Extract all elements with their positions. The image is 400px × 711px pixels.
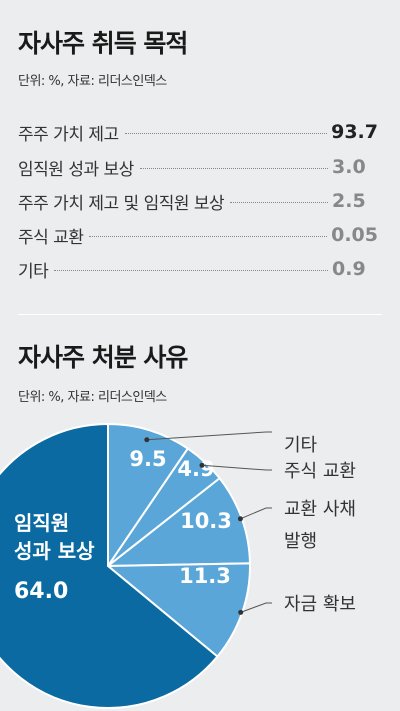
section-divider [18, 314, 382, 315]
leader-dot [144, 437, 150, 443]
slice-value-label: 9.5 [129, 447, 166, 471]
row-label: 임직원 성과 보상 [18, 159, 134, 180]
slice-value-label: 64.0 [14, 579, 68, 604]
acquisition-title: 자사주 취득 목적 [18, 29, 188, 58]
row-value: 2.5 [332, 190, 366, 212]
leader-dot [199, 462, 205, 468]
acquisition-row: 주주 가치 제고 93.7 [18, 120, 378, 145]
leader-dot [237, 516, 243, 522]
slice-value-label: 4.9 [177, 457, 214, 481]
slice-value-label: 11.3 [179, 564, 231, 588]
acquisition-unit-source: 단위: %, 자료: 리더스인덱스 [18, 74, 167, 89]
slice-value-label: 10.3 [180, 509, 232, 533]
pie-slice [0, 422, 219, 709]
acquisition-row: 주식 교환 0.05 [18, 223, 378, 248]
leader-line [201, 464, 272, 471]
slice-category-label: 자금 확보 [284, 594, 356, 615]
pie-slice [107, 422, 190, 570]
disposal-unit-source: 단위: %, 자료: 리더스인덱스 [18, 390, 167, 405]
leader-dots [54, 270, 328, 271]
leader-line [240, 602, 272, 613]
slice-category-label: 발행 [284, 531, 317, 552]
row-value: 3.0 [332, 156, 366, 178]
row-label: 주주 가치 제고 및 임직원 보상 [18, 193, 225, 214]
disposal-title: 자사주 처분 사유 [18, 343, 188, 372]
leader-dot [238, 609, 244, 615]
slice-category-label: 임직원 [14, 511, 69, 535]
leader-line [240, 507, 272, 520]
slice-category-label: 성과 보상 [14, 539, 95, 563]
row-label: 기타 [18, 261, 49, 282]
acquisition-row: 주주 가치 제고 및 임직원 보상 2.5 [18, 189, 378, 214]
leader-dots [230, 202, 328, 203]
row-value: 0.05 [331, 224, 378, 246]
leader-dots [139, 168, 328, 169]
slice-category-label: 주식 교환 [284, 461, 356, 482]
leader-dots [124, 133, 328, 134]
leader-dots [89, 236, 328, 237]
slice-category-label: 기타 [284, 435, 318, 456]
row-value: 0.9 [332, 258, 366, 280]
row-value: 93.7 [331, 121, 378, 143]
row-label: 주식 교환 [18, 227, 84, 248]
acquisition-row: 기타 0.9 [18, 257, 378, 282]
leader-line [146, 431, 272, 441]
slice-category-label: 교환 사채 [284, 499, 356, 520]
row-label: 주주 가치 제고 [18, 124, 119, 145]
acquisition-row: 임직원 성과 보상 3.0 [18, 155, 378, 180]
